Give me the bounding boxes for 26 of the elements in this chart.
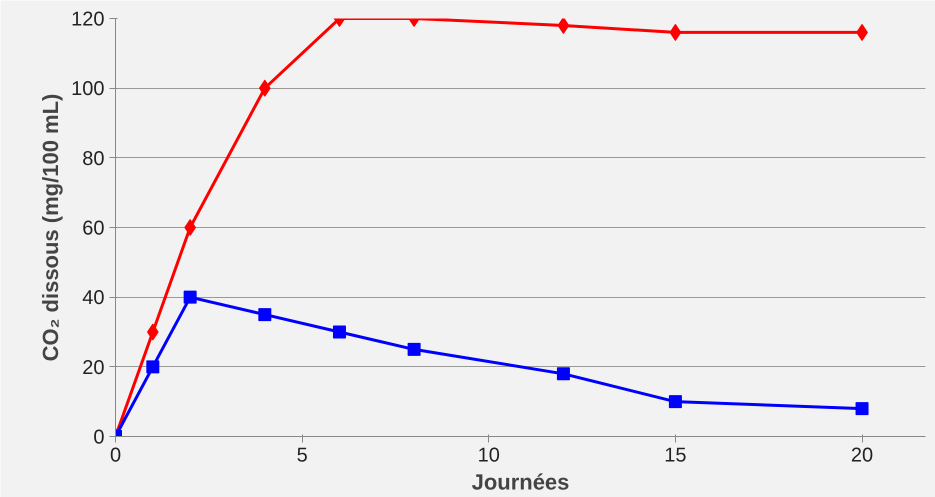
x-tick-label: 15 bbox=[664, 444, 687, 466]
x-tick-label: 5 bbox=[296, 444, 308, 466]
point bbox=[558, 18, 570, 34]
x-axis-title: Journées bbox=[472, 470, 570, 494]
x-tick-label: 10 bbox=[478, 444, 500, 466]
y-tick-label: 0 bbox=[93, 426, 104, 448]
y-tick-label: 120 bbox=[71, 8, 105, 30]
point bbox=[258, 80, 271, 97]
y-axis-title: CO₂ dissous (mg/100 mL) bbox=[38, 94, 64, 362]
point bbox=[856, 402, 869, 416]
point bbox=[408, 342, 421, 356]
point bbox=[556, 367, 570, 380]
point bbox=[184, 219, 196, 236]
x-tick-label: 20 bbox=[850, 444, 874, 466]
y-tick-label: 60 bbox=[82, 218, 105, 240]
point bbox=[332, 326, 346, 338]
point bbox=[668, 395, 682, 408]
x-tick-label: 0 bbox=[110, 444, 122, 466]
point bbox=[258, 308, 272, 322]
point bbox=[184, 290, 197, 304]
y-tick-label: 80 bbox=[82, 148, 105, 170]
y-tick-label: 20 bbox=[82, 356, 105, 379]
point bbox=[146, 324, 159, 340]
point bbox=[146, 360, 160, 374]
y-tick-label: 100 bbox=[71, 78, 105, 100]
y-tick-label: 40 bbox=[82, 287, 105, 310]
